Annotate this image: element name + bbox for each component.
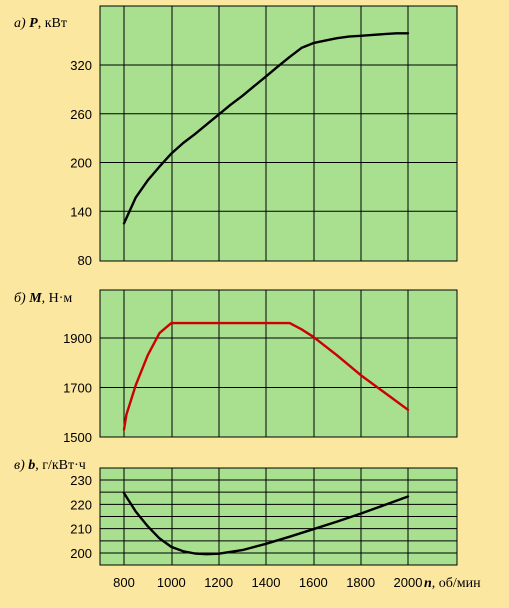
x-axis-label: n, об/мин [424,576,481,591]
x-tick-label: 800 [113,575,135,590]
panel-torque-line [122,321,410,431]
y-tick-label: 1900 [63,331,92,346]
x-tick-label: 1200 [204,575,233,590]
panel-power-yticks: 80 140 200 260 320 [70,58,92,268]
y-tick-label: 200 [70,546,92,561]
y-tick-label: 1500 [63,430,92,445]
x-tick-label: 2000 [394,575,423,590]
x-tick-label: 1600 [299,575,328,590]
y-tick-label: 140 [70,204,92,219]
y-tick-label: 220 [70,497,92,512]
y-tick-label: 200 [70,156,92,171]
panel-power-line [122,32,410,225]
x-tick-label: 1800 [346,575,375,590]
panel-consumption-ylabel: в) b, г/кВт·ч [14,458,86,473]
panel-power: а) P, кВт 80 140 200 260 320 [14,5,458,268]
y-tick-label: 260 [70,107,92,122]
panel-torque-grid [100,290,457,437]
panel-torque-yticks: 1500 1700 1900 [63,331,92,445]
y-tick-label: 320 [70,58,92,73]
y-tick-label: 210 [70,522,92,537]
panel-power-plot-area [99,5,458,262]
x-tick-label: 1400 [252,575,281,590]
panel-consumption-line [122,491,410,556]
panel-power-ylabel: а) P, кВт [14,16,67,31]
y-tick-label: 80 [78,253,92,268]
x-tick-label: 1000 [157,575,186,590]
panel-torque-plot-area [99,289,458,438]
panel-power-grid [100,6,457,261]
panel-consumption-yticks: 200 210 220 230 [70,473,92,561]
y-tick-label: 1700 [63,381,92,396]
x-axis-ticks: 800 1000 1200 1400 1600 1800 2000 [113,575,422,590]
y-tick-label: 230 [70,473,92,488]
panel-torque-ylabel: б) M, Н·м [14,291,72,306]
panel-torque: б) M, Н·м 1500 1700 1900 [14,289,458,445]
panel-consumption: в) b, г/кВт·ч 200 210 220 230 [14,458,458,566]
